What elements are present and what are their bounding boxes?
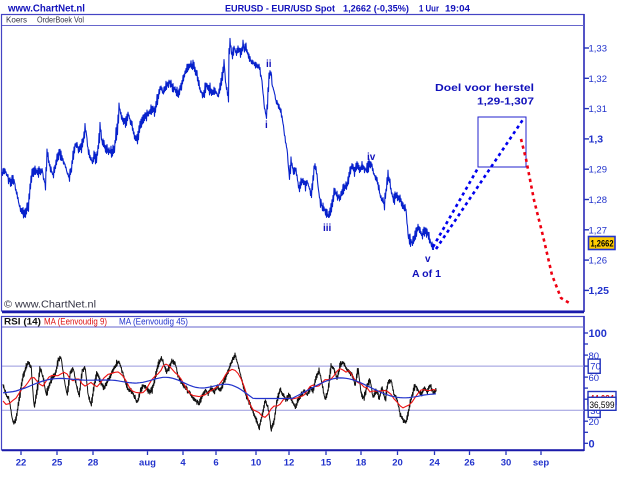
svg-text:36,599: 36,599 bbox=[590, 400, 615, 411]
svg-text:www.ChartNet.nl: www.ChartNet.nl bbox=[7, 4, 85, 15]
svg-text:1,31: 1,31 bbox=[589, 104, 608, 115]
svg-text:20: 20 bbox=[392, 458, 403, 469]
svg-text:Koers: Koers bbox=[6, 15, 27, 25]
svg-text:28: 28 bbox=[88, 458, 99, 469]
svg-text:1,25: 1,25 bbox=[589, 285, 610, 297]
svg-text:EURUSD - EUR/USD Spot: EURUSD - EUR/USD Spot bbox=[225, 4, 336, 15]
svg-text:100: 100 bbox=[589, 328, 607, 340]
svg-text:70: 70 bbox=[590, 362, 601, 373]
svg-text:iii: iii bbox=[323, 223, 332, 234]
svg-text:sep: sep bbox=[533, 458, 550, 469]
svg-text:1 Uur: 1 Uur bbox=[419, 4, 439, 15]
svg-text:15: 15 bbox=[321, 458, 332, 469]
svg-text:ii: ii bbox=[266, 59, 272, 70]
svg-text:80: 80 bbox=[589, 351, 600, 362]
svg-text:1,29: 1,29 bbox=[589, 165, 608, 176]
svg-text:1,33: 1,33 bbox=[589, 44, 608, 55]
svg-text:© www.ChartNet.nl: © www.ChartNet.nl bbox=[4, 299, 96, 311]
svg-text:12: 12 bbox=[284, 458, 295, 469]
svg-text:30: 30 bbox=[501, 458, 512, 469]
svg-text:26: 26 bbox=[464, 458, 475, 469]
svg-text:20: 20 bbox=[589, 417, 600, 428]
svg-text:OrderBoek Vol: OrderBoek Vol bbox=[37, 15, 84, 25]
svg-text:6: 6 bbox=[213, 458, 218, 469]
svg-text:aug: aug bbox=[139, 458, 156, 469]
svg-text:60: 60 bbox=[589, 373, 600, 384]
svg-text:22: 22 bbox=[16, 458, 27, 469]
svg-text:0: 0 bbox=[589, 438, 595, 450]
svg-text:v: v bbox=[425, 254, 431, 265]
svg-text:i: i bbox=[265, 120, 268, 131]
svg-text:1,29-1,307: 1,29-1,307 bbox=[477, 97, 535, 108]
svg-text:MA (Eenvoudig 45): MA (Eenvoudig 45) bbox=[119, 317, 188, 327]
svg-text:1,26: 1,26 bbox=[589, 256, 608, 267]
svg-text:MA (Eenvoudig 9): MA (Eenvoudig 9) bbox=[44, 317, 107, 327]
svg-text:1,2662: 1,2662 bbox=[591, 238, 614, 249]
svg-text:18: 18 bbox=[356, 458, 367, 469]
svg-text:1,32: 1,32 bbox=[589, 74, 608, 85]
svg-text:1,3: 1,3 bbox=[589, 133, 604, 145]
svg-text:10: 10 bbox=[251, 458, 262, 469]
svg-text:4: 4 bbox=[180, 458, 186, 469]
svg-text:1,2662 (-0,35%): 1,2662 (-0,35%) bbox=[343, 4, 409, 15]
svg-text:Doel voor herstel: Doel voor herstel bbox=[435, 83, 534, 94]
svg-text:30: 30 bbox=[590, 406, 601, 417]
svg-text:1,28: 1,28 bbox=[589, 195, 608, 206]
svg-text:RSI (14): RSI (14) bbox=[4, 317, 41, 327]
svg-text:19:04: 19:04 bbox=[445, 4, 471, 15]
svg-text:iv: iv bbox=[367, 152, 376, 163]
svg-text:A of 1: A of 1 bbox=[412, 268, 441, 280]
svg-text:25: 25 bbox=[52, 458, 63, 469]
svg-text:1,27: 1,27 bbox=[589, 225, 608, 236]
svg-text:24: 24 bbox=[429, 458, 440, 469]
